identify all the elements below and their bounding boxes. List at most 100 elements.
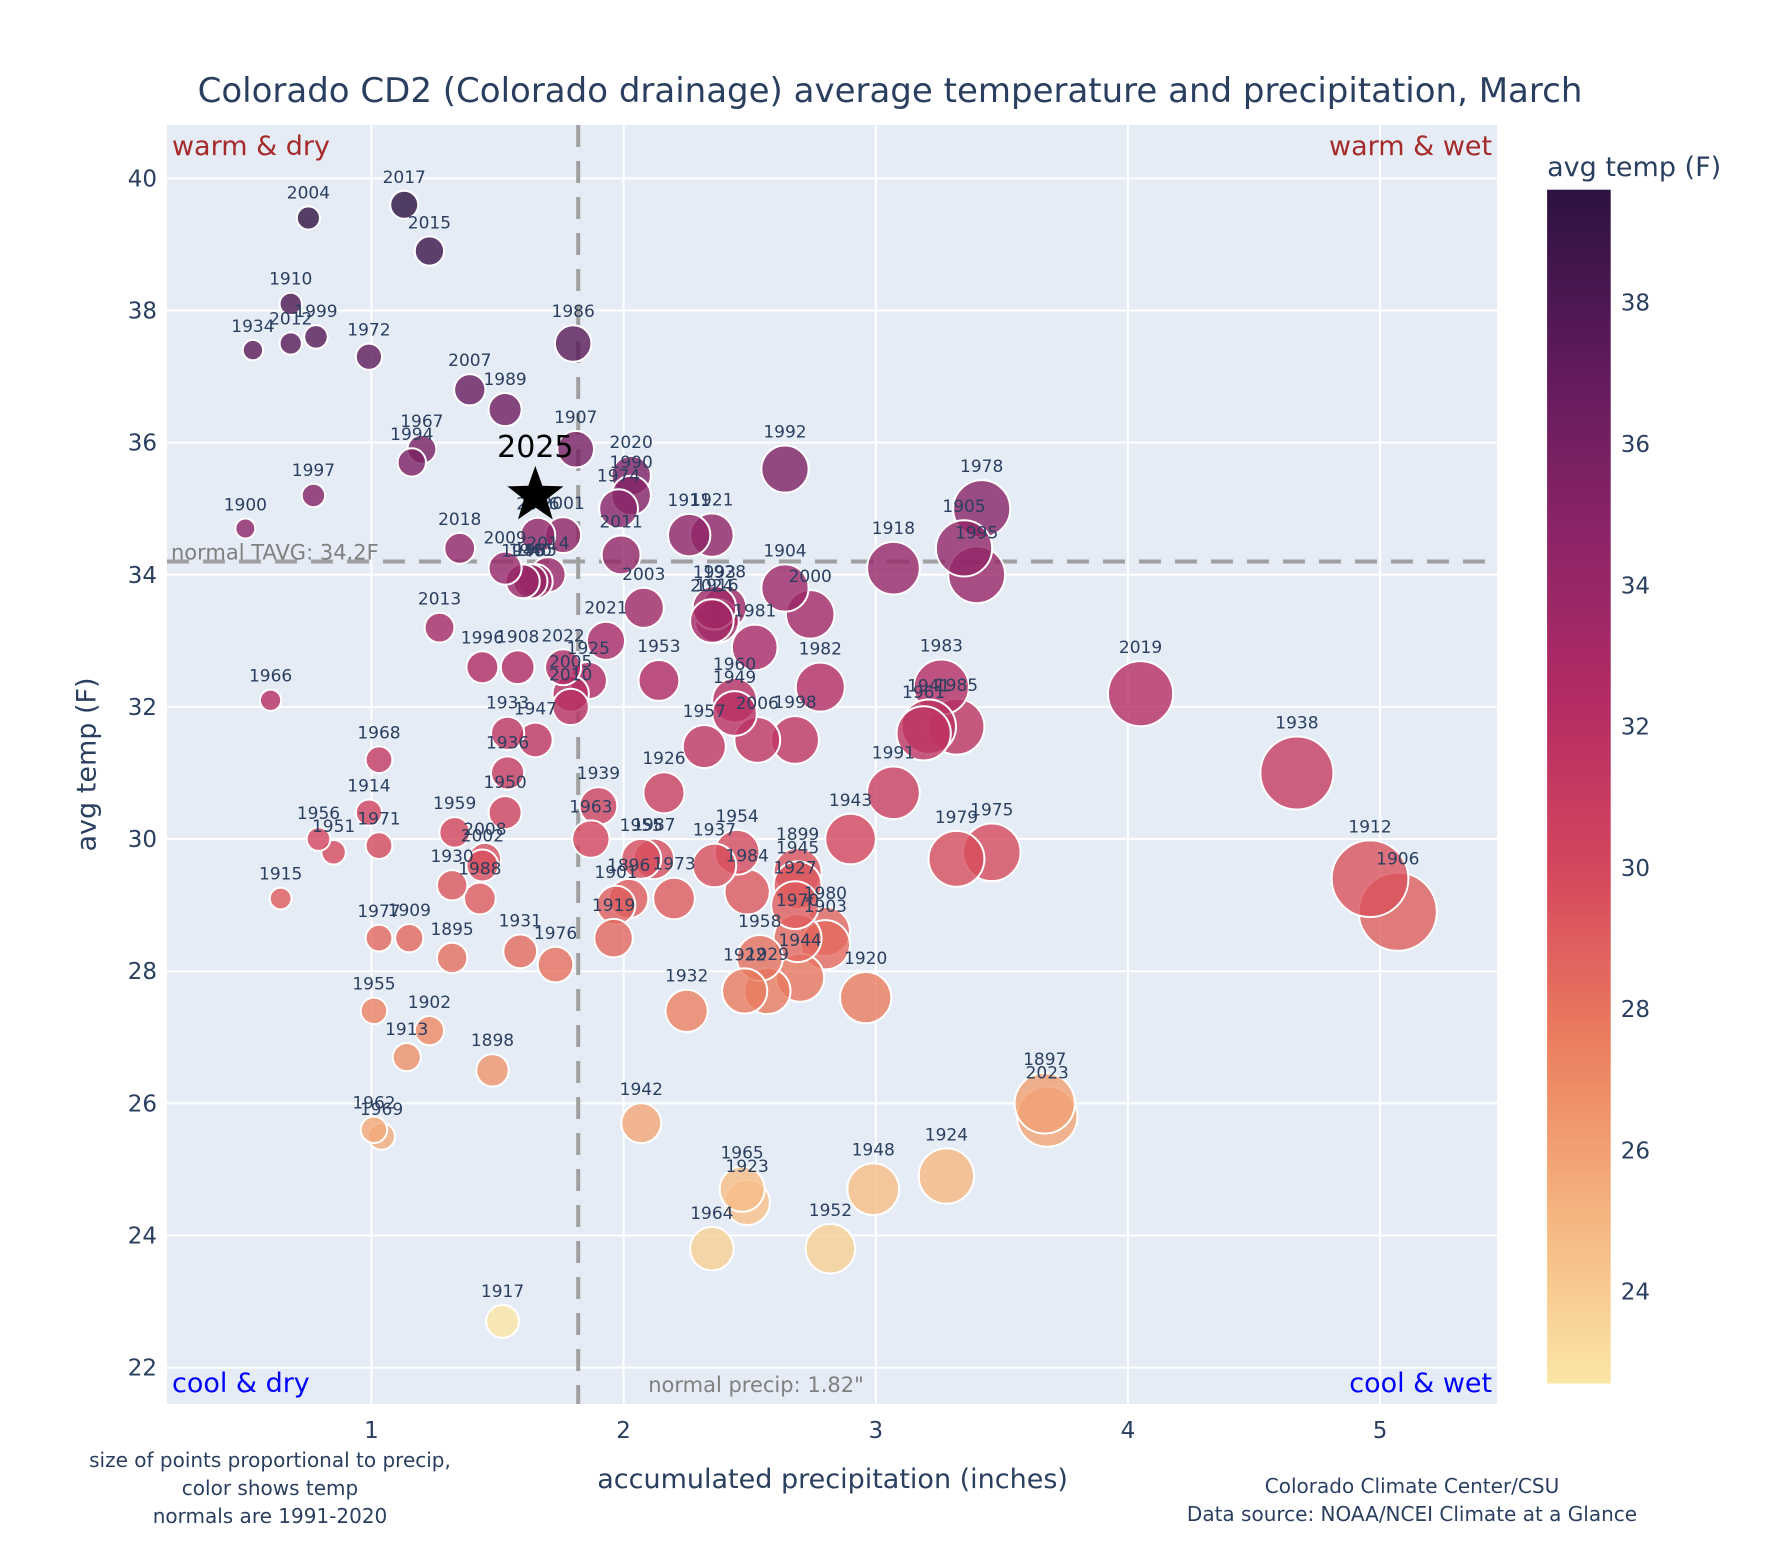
data-point — [489, 755, 526, 791]
data-point — [489, 715, 526, 751]
data-point-label: 1971 — [357, 809, 400, 829]
data-point — [637, 659, 681, 702]
colorbar-tick-label: 24 — [1621, 1280, 1650, 1306]
data-point-label: 1980 — [804, 884, 847, 904]
data-point — [278, 331, 303, 356]
data-point — [258, 688, 283, 712]
x-tick-label: 1 — [364, 1418, 379, 1444]
data-point-label: 1918 — [872, 519, 915, 539]
data-point-label: 1954 — [715, 807, 758, 827]
data-point-label: 1920 — [844, 949, 887, 969]
data-point — [553, 324, 593, 363]
data-point-label: 1965 — [514, 541, 557, 561]
data-point — [620, 837, 663, 880]
data-point-label: 1973 — [652, 855, 695, 875]
data-point — [866, 540, 921, 596]
data-point — [652, 876, 696, 921]
data-point — [391, 1042, 422, 1073]
data-point-label: 1913 — [385, 1020, 428, 1040]
data-point — [544, 648, 583, 687]
data-point — [487, 392, 523, 428]
data-point-label: 1996 — [461, 628, 504, 648]
data-point — [642, 771, 686, 815]
y-tick-label: 30 — [128, 827, 157, 853]
data-point-label: 1955 — [620, 816, 663, 836]
data-point — [364, 831, 394, 861]
data-point — [794, 661, 846, 713]
data-point-label: 1961 — [902, 683, 945, 703]
data-point-label: 1945 — [776, 838, 819, 858]
x-axis-title: accumulated precipitation (inches) — [597, 1464, 1068, 1495]
data-point-label: 2009 — [483, 529, 526, 549]
data-point-label: 2002 — [461, 827, 504, 847]
data-point-label: 1906 — [1376, 850, 1419, 870]
x-tick-label: 5 — [1373, 1418, 1388, 1444]
data-point-label: 2008 — [463, 820, 506, 840]
data-point-label: 1958 — [738, 912, 781, 932]
data-point — [485, 1303, 521, 1339]
quadrant-label-warm-dry: warm & dry — [172, 131, 330, 162]
data-point-label: 1989 — [483, 370, 526, 390]
current-year-marker: 2025 — [497, 430, 574, 520]
data-point-label: 1927 — [773, 858, 816, 878]
data-point-label: 1957 — [683, 702, 726, 722]
y-tick-label: 28 — [128, 959, 157, 985]
data-point — [917, 1147, 976, 1205]
data-point — [556, 429, 596, 469]
data-point-label: 1931 — [499, 911, 542, 931]
data-point-label: 1944 — [778, 931, 821, 951]
data-point — [354, 798, 384, 827]
data-point-label: 1977 — [357, 902, 400, 922]
data-point-label: 1925 — [567, 639, 610, 659]
data-point — [664, 988, 709, 1033]
data-point-label: 2003 — [622, 565, 665, 585]
y-tick-label: 22 — [128, 1356, 157, 1382]
colorbar-tick-label: 28 — [1621, 997, 1650, 1023]
data-point — [487, 795, 523, 831]
data-point-label: 1981 — [733, 602, 776, 622]
colorbar-tick-label: 32 — [1621, 715, 1650, 741]
data-point-label: 2021 — [584, 599, 627, 619]
colorbar-ticks: 24 26 28 30 32 34 36 38 — [1621, 291, 1650, 1306]
data-point-label: 1910 — [269, 270, 312, 290]
x-tick-label: 4 — [1121, 1418, 1136, 1444]
data-point — [300, 482, 327, 509]
data-point — [435, 869, 469, 902]
data-point-label: 1998 — [773, 693, 816, 713]
data-point-label: 1949 — [713, 668, 756, 688]
data-point-label: 2011 — [599, 512, 642, 532]
data-point-label: 2020 — [610, 433, 653, 453]
data-point-label: 1940 — [509, 541, 552, 561]
data-point — [364, 745, 394, 775]
y-tick-label: 34 — [128, 563, 157, 589]
y-tick-label: 38 — [128, 298, 157, 324]
data-point-label: 1969 — [360, 1100, 403, 1120]
data-point-label: 2004 — [287, 183, 330, 203]
data-point — [622, 586, 665, 629]
data-point-label: 1955 — [352, 975, 395, 995]
data-point-label: 1985 — [935, 676, 978, 696]
data-point — [359, 1115, 389, 1145]
data-point — [475, 1053, 510, 1088]
y-tick-label: 24 — [128, 1223, 157, 1249]
data-point-label: 1963 — [569, 797, 612, 817]
data-point-label: 2017 — [383, 168, 426, 188]
y-tick-label: 26 — [128, 1091, 157, 1117]
data-point — [711, 690, 758, 737]
data-point-label: 1933 — [486, 694, 529, 714]
colorbar: avg temp (F) 24 26 28 30 32 34 36 38 — [1547, 152, 1721, 1384]
data-point — [839, 970, 893, 1025]
data-point-label: 1895 — [430, 920, 473, 940]
data-point-label: 1972 — [347, 321, 390, 341]
data-point-label: 1930 — [430, 847, 473, 867]
left-note-line-3: normals are 1991-2020 — [153, 1504, 388, 1528]
data-point — [303, 324, 329, 350]
data-point — [396, 447, 427, 478]
data-point-label: 1947 — [514, 700, 557, 720]
data-point-label: 1907 — [554, 408, 597, 428]
data-point — [846, 1162, 901, 1217]
x-tick-label: 2 — [616, 1418, 631, 1444]
data-point — [593, 917, 634, 959]
